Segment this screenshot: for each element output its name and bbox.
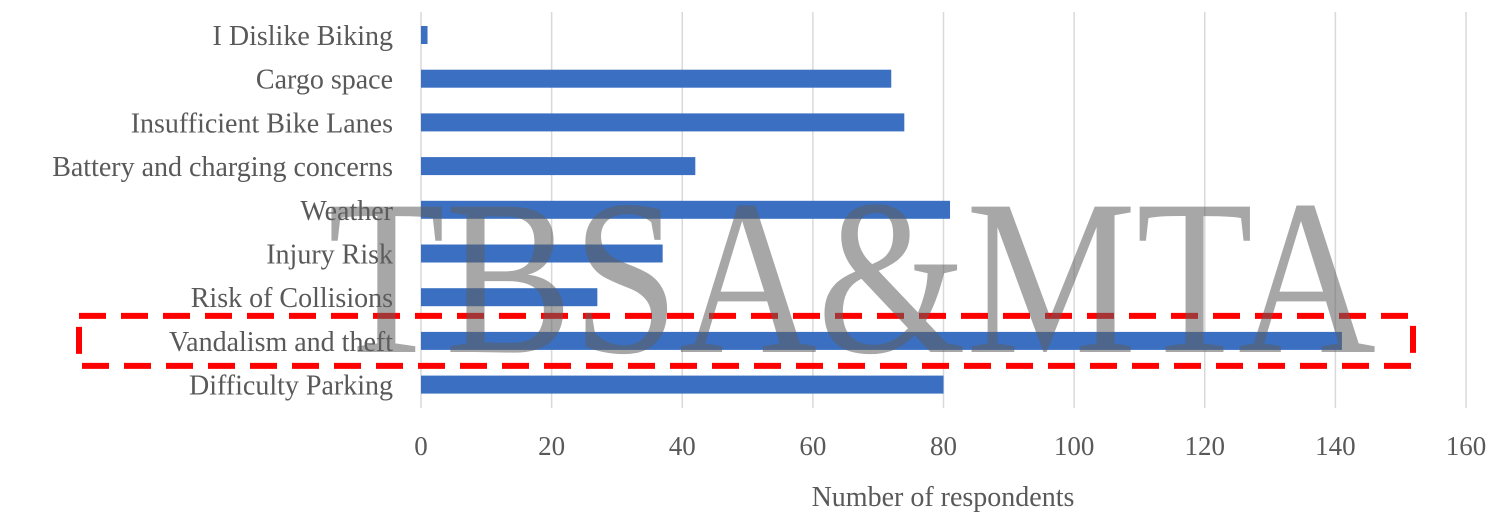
x-tick-label: 0 bbox=[414, 431, 428, 461]
x-tick-label: 100 bbox=[1054, 431, 1095, 461]
bar bbox=[421, 113, 905, 132]
category-label: I Dislike Biking bbox=[213, 21, 393, 52]
bar bbox=[421, 157, 696, 176]
bar bbox=[421, 26, 428, 44]
category-label: Battery and charging concerns bbox=[52, 152, 393, 183]
bar bbox=[421, 69, 892, 88]
bar bbox=[421, 200, 951, 219]
category-label: Risk of Collisions bbox=[191, 283, 393, 314]
x-tick-label: 60 bbox=[799, 431, 826, 461]
bar bbox=[421, 331, 1342, 350]
category-label: Insufficient Bike Lanes bbox=[131, 108, 393, 139]
category-label: Difficulty Parking bbox=[189, 371, 393, 402]
bar bbox=[421, 244, 663, 263]
x-tick-label: 160 bbox=[1446, 431, 1487, 461]
bar bbox=[421, 288, 598, 307]
category-label: Weather bbox=[300, 196, 393, 227]
watermark-text: TBSA&MTA bbox=[328, 155, 1376, 401]
x-tick-label: 120 bbox=[1185, 431, 1226, 461]
bar bbox=[421, 375, 944, 394]
x-tick-label: 80 bbox=[930, 431, 957, 461]
category-label: Cargo space bbox=[256, 65, 393, 96]
x-tick-labels: 0 20 40 60 80 100 120 140 160 bbox=[414, 431, 1486, 461]
x-tick-label: 140 bbox=[1315, 431, 1356, 461]
bars bbox=[421, 26, 1342, 394]
category-labels: I Dislike Biking Cargo space Insufficient … bbox=[52, 21, 393, 402]
x-tick-label: 40 bbox=[669, 431, 696, 461]
x-axis-title: Number of respondents bbox=[812, 482, 1075, 513]
category-label: Injury Risk bbox=[266, 240, 393, 271]
x-tick-label: 20 bbox=[538, 431, 565, 461]
highlight-box bbox=[76, 312, 1416, 369]
category-label: Vandalism and theft bbox=[169, 327, 393, 358]
